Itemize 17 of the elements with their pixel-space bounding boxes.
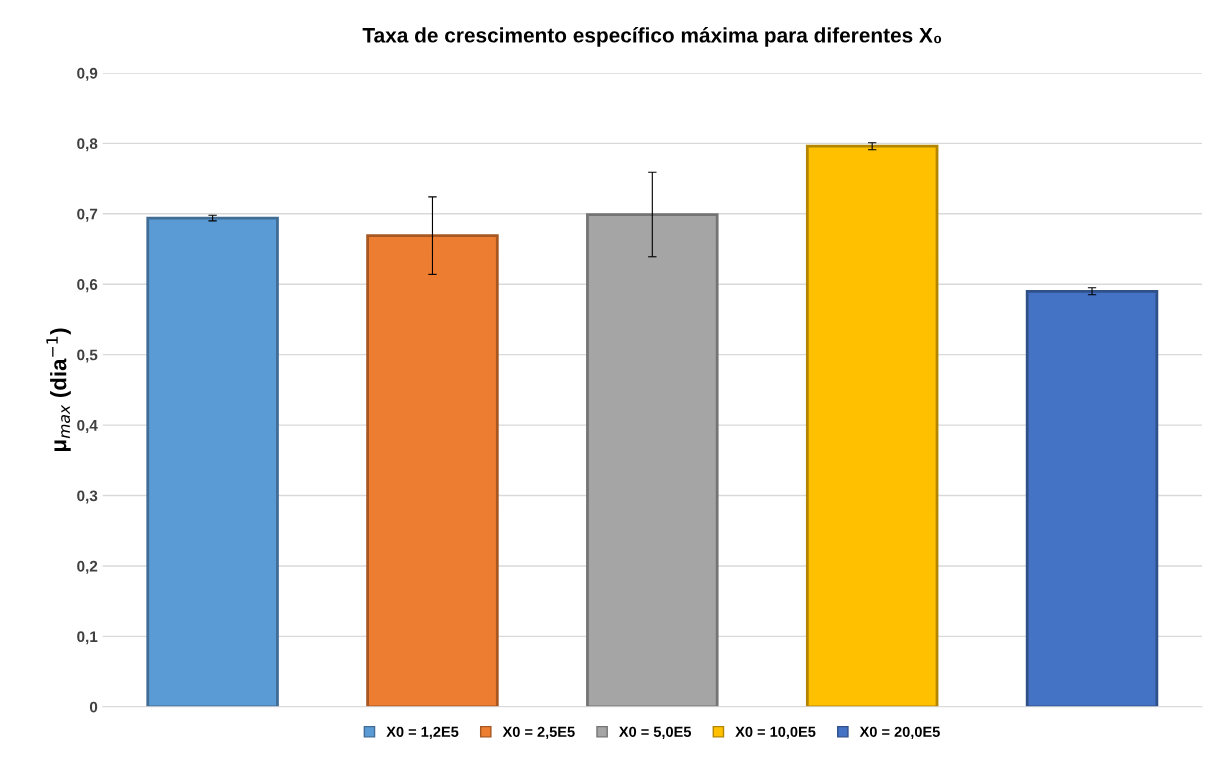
y-tick-label: 0,1 <box>77 631 98 645</box>
legend-label: X0 = 20,0E5 <box>859 726 940 740</box>
y-tick-label: 0,9 <box>77 67 98 81</box>
chart-title: Taxa de crescimento específico máxima para diferentes X₀ <box>362 27 942 47</box>
legend-label: X0 = 2,5E5 <box>502 726 575 740</box>
y-tick-label: 0,3 <box>77 490 98 504</box>
y-tick-label: 0,8 <box>77 138 98 152</box>
legend-label: X0 = 10,0E5 <box>735 726 816 740</box>
y-tick-label: 0,2 <box>77 560 98 574</box>
y-tick-label: 0,4 <box>77 419 98 433</box>
y-tick-label: 0 <box>89 701 98 713</box>
y-tick-label: 0,7 <box>77 208 98 222</box>
y-tick-label: 0,5 <box>77 349 98 363</box>
legend-label: X0 = 1,2E5 <box>386 726 459 740</box>
y-tick-label: 0,6 <box>77 279 98 293</box>
y-axis-title: μ$_{max}$ (dia$^{−1}$) <box>46 328 71 451</box>
legend-label: X0 = 5,0E5 <box>618 726 692 740</box>
